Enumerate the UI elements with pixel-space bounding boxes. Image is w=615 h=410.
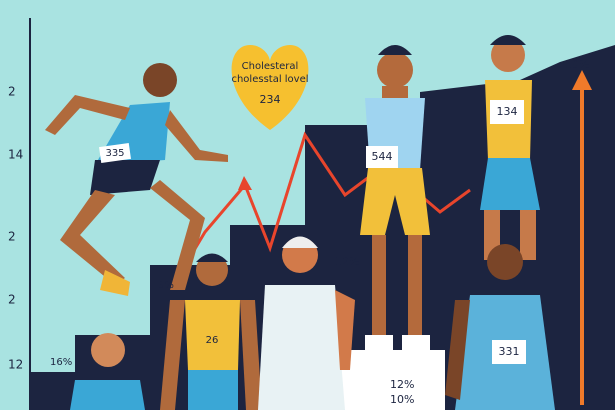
athlete-figure [70, 333, 145, 410]
runner-figure-part [45, 95, 130, 135]
athlete-figure-part [378, 45, 412, 55]
athlete-figure-part [258, 285, 345, 410]
athlete-figure-part [70, 380, 145, 410]
athlete-figure-part [445, 300, 470, 400]
runner-figure-part [99, 142, 131, 164]
athlete-figure-part [196, 253, 228, 262]
bib-number: 544 [372, 150, 393, 163]
bib-number: 331 [499, 345, 520, 358]
athlete-figure-part [520, 210, 536, 260]
runner-figure-part [165, 110, 228, 162]
percent-label: 16% [50, 357, 72, 368]
heart-text: Cholesteral [242, 61, 299, 72]
trend-arrow [238, 176, 252, 190]
runner-figure-part [150, 180, 205, 290]
athlete-figure-part [490, 35, 526, 45]
athlete-figure-part [282, 236, 318, 248]
percent-label: 12% [335, 255, 359, 268]
athlete-figure-part [185, 300, 240, 370]
athlete-figure-part [382, 86, 408, 100]
athlete-figure-part [366, 146, 398, 168]
athlete-figure: 134 [480, 35, 540, 260]
athlete-figure-part [492, 340, 526, 364]
athlete-figure-part [188, 370, 238, 410]
percent-label: 10% [390, 393, 414, 406]
athlete-figure-part [487, 244, 523, 280]
heart-text: cholesstal lovel [231, 74, 308, 85]
heart: Cholesteral cholesstal lovel 234 [231, 45, 309, 130]
athlete-figure-part [402, 335, 430, 350]
runner-figure-part [100, 270, 130, 296]
axis-label: 2 [8, 230, 16, 244]
athlete-figure [258, 236, 355, 410]
athlete-figure-part [408, 235, 422, 335]
athlete-figure-part [91, 333, 125, 367]
athlete-figure-part [490, 100, 524, 124]
athlete-figure-part [335, 290, 355, 370]
heart-number: 234 [260, 93, 281, 106]
axis-label: 2 [8, 293, 16, 307]
athlete-figure-part [372, 235, 386, 335]
athlete-figure-part [360, 168, 430, 235]
axis-label: 14 [8, 148, 23, 162]
athlete-figure-part [480, 158, 540, 210]
athlete-figure-part [377, 52, 413, 88]
athlete-figure-part [365, 335, 393, 350]
runner-figure-part [143, 63, 177, 97]
bib-number: 134 [497, 105, 518, 118]
runner-figure-part [60, 190, 125, 285]
percent-label: 19% [565, 58, 589, 71]
axis-label: 2 [8, 85, 16, 99]
percent-label: 12% [390, 378, 414, 391]
axis-label: 12 [8, 358, 23, 372]
athlete-figure: 26 [160, 253, 262, 410]
athlete-figure: 331 [445, 244, 555, 410]
athlete-figure-part [491, 38, 525, 72]
athlete-figure-part [160, 300, 185, 410]
bib-number: 335 [105, 148, 124, 159]
percent-label: 9% [158, 280, 174, 291]
athlete-figure: 544 [330, 45, 445, 410]
runner-figure-part [90, 160, 160, 195]
heart-part [231, 45, 309, 130]
bib-number: 26 [206, 335, 219, 346]
athlete-figure-part [240, 300, 262, 410]
runner-figure: 335 [45, 63, 228, 296]
up-arrow-head [572, 70, 592, 90]
